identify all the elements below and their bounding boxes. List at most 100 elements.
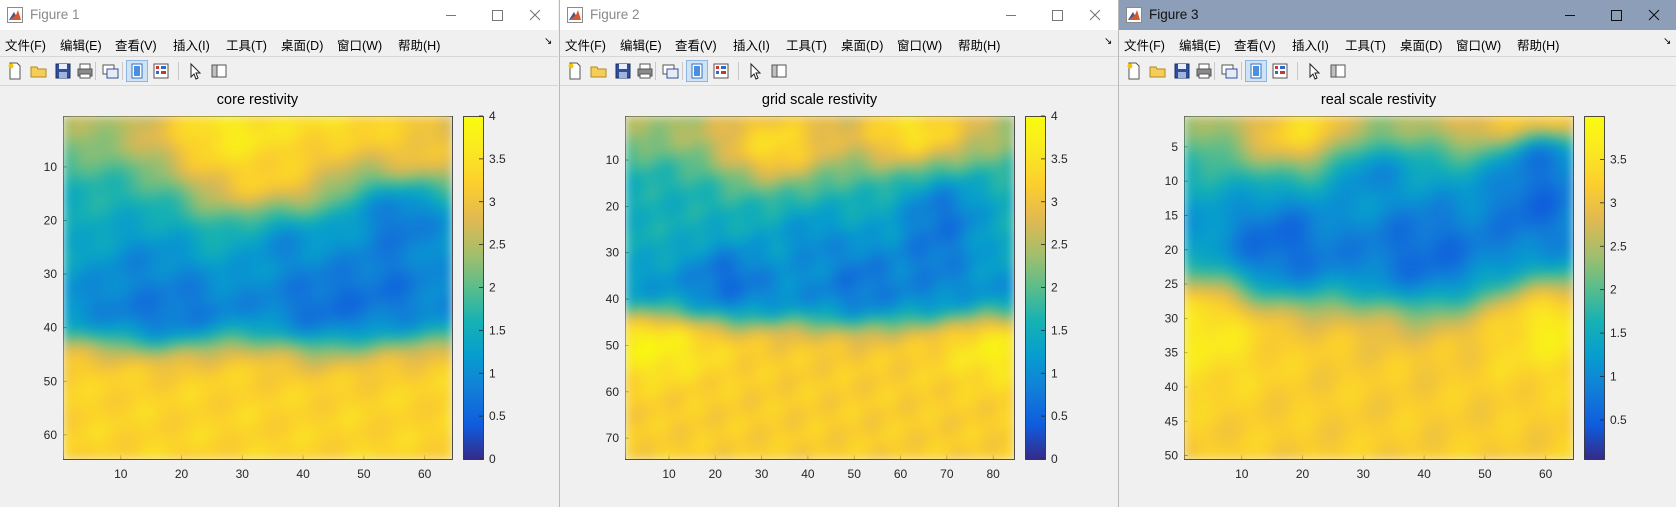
new-figure-button[interactable] xyxy=(5,61,25,81)
menu-item-1[interactable]: 编辑(E) xyxy=(1179,39,1221,53)
close-icon xyxy=(1089,9,1101,21)
toolbar-divider xyxy=(1119,85,1676,86)
save-button[interactable] xyxy=(1172,61,1192,81)
y-tick-label: 5 xyxy=(1171,140,1178,154)
maximize-button[interactable] xyxy=(1593,0,1639,30)
print-button[interactable] xyxy=(75,61,95,81)
menu-item-7[interactable]: 帮助(H) xyxy=(958,39,1001,53)
menu-overflow-chevron-icon[interactable]: ↘ xyxy=(1663,36,1672,47)
colorbar-tick-label: 1 xyxy=(1051,366,1058,380)
menu-item-0[interactable]: 文件(F) xyxy=(5,39,46,53)
open-file-button[interactable] xyxy=(589,61,609,81)
menu-item-2[interactable]: 查看(V) xyxy=(1234,39,1276,53)
link-figure-button[interactable] xyxy=(100,61,120,81)
pointer-button[interactable] xyxy=(185,61,205,81)
open-file-icon xyxy=(590,66,607,78)
maximize-button[interactable] xyxy=(1034,0,1080,30)
colorbar-tick-label: 4 xyxy=(1051,109,1058,123)
title-bar[interactable]: Figure 3 xyxy=(1119,0,1676,30)
minimize-button[interactable] xyxy=(1547,0,1593,30)
colorbar-tick-label: 2 xyxy=(1610,283,1617,297)
colorbar-tick-label: 4 xyxy=(489,109,496,123)
open-file-button[interactable] xyxy=(1148,61,1168,81)
menu-divider xyxy=(560,56,1118,57)
menu-item-7[interactable]: 帮助(H) xyxy=(1517,39,1560,53)
title-bar[interactable]: Figure 2 xyxy=(560,0,1118,30)
colorbar xyxy=(1584,116,1605,460)
x-tick-label: 50 xyxy=(848,467,862,481)
menu-item-5[interactable]: 桌面(D) xyxy=(1400,39,1443,53)
menu-item-0[interactable]: 文件(F) xyxy=(1124,39,1165,53)
link-figure-button[interactable] xyxy=(660,61,680,81)
maximize-icon xyxy=(492,10,503,21)
pointer-button[interactable] xyxy=(745,61,765,81)
print-icon xyxy=(637,63,653,79)
dock-button[interactable] xyxy=(769,61,789,81)
y-tick-label: 30 xyxy=(606,246,620,260)
pointer-button[interactable] xyxy=(1304,61,1324,81)
save-button[interactable] xyxy=(53,61,73,81)
menu-item-1[interactable]: 编辑(E) xyxy=(60,39,102,53)
colorbar-tick-label: 0.5 xyxy=(489,409,506,423)
menu-item-4[interactable]: 工具(T) xyxy=(1345,39,1386,53)
new-figure-button[interactable] xyxy=(1124,61,1144,81)
y-tick-label: 50 xyxy=(44,374,58,388)
colorbar-tick-label: 1 xyxy=(489,366,496,380)
toggle-plot-tools-button[interactable] xyxy=(1245,60,1267,82)
close-button[interactable] xyxy=(1631,0,1676,30)
menu-item-0[interactable]: 文件(F) xyxy=(565,39,606,53)
menu-item-1[interactable]: 编辑(E) xyxy=(620,39,662,53)
print-button[interactable] xyxy=(635,61,655,81)
x-tick-label: 40 xyxy=(296,467,310,481)
menu-item-3[interactable]: 插入(I) xyxy=(1292,39,1329,53)
menu-item-6[interactable]: 窗口(W) xyxy=(897,39,943,53)
open-file-button[interactable] xyxy=(29,61,49,81)
x-tick-label: 60 xyxy=(894,467,908,481)
menu-item-7[interactable]: 帮助(H) xyxy=(398,39,441,53)
menu-overflow-chevron-icon[interactable]: ↘ xyxy=(1104,36,1113,47)
link-figure-button[interactable] xyxy=(1219,61,1239,81)
x-tick-label: 60 xyxy=(1539,467,1553,481)
colorbar-tick-label: 3 xyxy=(489,195,496,209)
show-plot-tools-button[interactable] xyxy=(1270,61,1290,81)
x-tick-label: 20 xyxy=(709,467,723,481)
menu-item-3[interactable]: 插入(I) xyxy=(173,39,210,53)
toggle-plot-tools-button[interactable] xyxy=(686,60,708,82)
menu-item-3[interactable]: 插入(I) xyxy=(733,39,770,53)
menu-overflow-chevron-icon[interactable]: ↘ xyxy=(544,36,553,47)
print-button[interactable] xyxy=(1194,61,1214,81)
print-icon xyxy=(1196,63,1212,79)
save-button[interactable] xyxy=(613,61,633,81)
menu-item-4[interactable]: 工具(T) xyxy=(786,39,827,53)
menu-item-6[interactable]: 窗口(W) xyxy=(1456,39,1502,53)
toolbar-separator xyxy=(682,62,683,80)
menu-item-5[interactable]: 桌面(D) xyxy=(281,39,324,53)
dock-button[interactable] xyxy=(209,61,229,81)
minimize-button[interactable] xyxy=(428,0,474,30)
close-button[interactable] xyxy=(512,0,558,30)
new-figure-button[interactable] xyxy=(565,61,585,81)
toolbar-separator xyxy=(178,62,179,80)
menu-bar: 文件(F) 编辑(E) 查看(V) 插入(I) 工具(T) 桌面(D) 窗口(W) 帮助(H)… xyxy=(560,30,1118,56)
pointer-icon xyxy=(190,62,202,80)
maximize-button[interactable] xyxy=(474,0,520,30)
menu-item-2[interactable]: 查看(V) xyxy=(675,39,717,53)
show-plot-tools-button[interactable] xyxy=(711,61,731,81)
y-tick-label: 45 xyxy=(1165,414,1179,428)
menu-item-4[interactable]: 工具(T) xyxy=(226,39,267,53)
heatmap-image xyxy=(63,116,452,459)
menu-item-5[interactable]: 桌面(D) xyxy=(841,39,884,53)
menu-item-2[interactable]: 查看(V) xyxy=(115,39,157,53)
x-tick-label: 40 xyxy=(801,467,815,481)
title-bar[interactable]: Figure 1 xyxy=(0,0,558,30)
new-figure-icon xyxy=(1127,62,1140,80)
menu-item-6[interactable]: 窗口(W) xyxy=(337,39,383,53)
toolbar-separator xyxy=(1297,62,1298,80)
toggle-plot-tools-button[interactable] xyxy=(126,60,148,82)
toolbar-separator xyxy=(95,62,96,80)
show-plot-tools-button[interactable] xyxy=(151,61,171,81)
close-button[interactable] xyxy=(1072,0,1118,30)
new-figure-icon xyxy=(8,62,21,80)
minimize-button[interactable] xyxy=(988,0,1034,30)
dock-button[interactable] xyxy=(1328,61,1348,81)
